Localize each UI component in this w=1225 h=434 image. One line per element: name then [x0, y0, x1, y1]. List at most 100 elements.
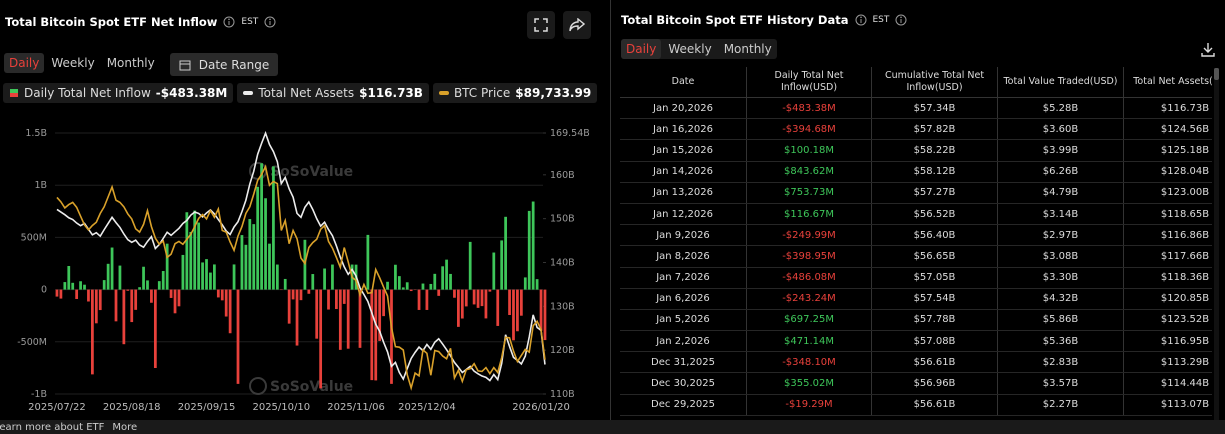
scroll-thumb[interactable] [1214, 68, 1219, 80]
table-cell: $3.60B [997, 118, 1124, 141]
footer-link[interactable]: Learn more about ETF [0, 421, 105, 433]
table-cell: $116.95B [1123, 330, 1212, 353]
tab[interactable]: Daily [4, 53, 45, 73]
table-cell: $57.34B [871, 97, 998, 120]
bar [468, 241, 472, 290]
y2-tick-label: 160B [550, 170, 575, 181]
info-icon[interactable] [264, 16, 276, 28]
table-cell: -$19.29M [746, 394, 872, 416]
watermark: SoSoValue [270, 379, 353, 395]
table-cell: $57.78B [871, 309, 998, 332]
table-cell: -$483.38M [746, 97, 872, 120]
share-button[interactable] [563, 11, 591, 39]
y-tick-label: 500M [21, 232, 47, 243]
legend-item[interactable]: Total Net Assets $116.73B [237, 83, 429, 103]
table-cell: $113.07B [1123, 394, 1212, 416]
legend-swatch [243, 91, 254, 95]
bar [94, 289, 98, 324]
tab[interactable]: Weekly [668, 42, 712, 56]
bar [504, 216, 507, 290]
y2-tick-label: 110B [550, 389, 575, 400]
legend-name: BTC Price [453, 86, 511, 100]
legend-value: -$483.38M [155, 86, 228, 100]
date-range-button[interactable]: Date Range [170, 53, 278, 76]
info-icon[interactable] [223, 16, 235, 28]
bar [519, 289, 523, 316]
table-row: Jan 15,2026 $100.18M $58.22B $3.99B $125.18B [620, 139, 1212, 162]
tab[interactable]: Weekly [51, 56, 95, 70]
bar [417, 289, 421, 310]
legend-swatch [438, 91, 449, 95]
bar [382, 289, 385, 317]
bar [59, 289, 63, 299]
bar [79, 281, 82, 290]
table-cell: $2.97B [997, 224, 1124, 247]
y-tick-label: -1B [31, 389, 47, 400]
bar [181, 254, 185, 290]
bar [205, 259, 208, 290]
table-cell: $58.22B [871, 139, 998, 162]
chart-title: Total Bitcoin Spot ETF Net Inflow [5, 15, 218, 29]
footer-more[interactable]: More [112, 421, 138, 433]
bar [177, 289, 181, 307]
table-cell: $3.99B [997, 139, 1124, 162]
table-cell: -$398.95M [746, 245, 872, 268]
bar [283, 278, 287, 290]
bar [512, 289, 515, 341]
legend-item[interactable]: Daily Total Net Inflow -$483.38M [3, 83, 234, 103]
bar [441, 266, 445, 290]
bar [161, 271, 165, 290]
info-icon[interactable] [855, 14, 867, 26]
bar [268, 243, 271, 290]
y2-tick-label: 120B [550, 345, 575, 356]
bar [232, 264, 236, 290]
bar [67, 266, 71, 290]
bar [484, 289, 488, 319]
table-row: Dec 31,2025 -$348.10M $56.61B $2.83B $113.29… [620, 351, 1212, 374]
bar [272, 166, 275, 290]
table-cell: $471.14M [746, 330, 872, 353]
bar [118, 265, 122, 290]
table-cell: $57.27B [871, 182, 998, 204]
info-icon[interactable] [895, 14, 907, 26]
bar [437, 289, 441, 296]
period-tabs: Daily Weekly Monthly [621, 39, 777, 59]
timezone: EST [872, 15, 890, 25]
table-cell: Jan 6,2026 [620, 288, 747, 310]
table-cell: Jan 20,2026 [620, 97, 747, 120]
y-tick-label: 0 [41, 285, 47, 296]
bar [134, 289, 138, 310]
bar [445, 259, 448, 290]
left-header: Total Bitcoin Spot ETF Net Inflow EST [5, 15, 276, 29]
bar [331, 264, 334, 290]
bar [342, 289, 346, 304]
table-row: Jan 14,2026 $843.62M $58.12B $6.26B $128.04B [620, 161, 1212, 183]
x-tick-label: 2025/09/15 [178, 402, 236, 413]
table-row: Jan 5,2026 $697.25M $57.78B $5.86B $123.52B [620, 309, 1212, 332]
bar [55, 289, 59, 297]
legend-name: Total Net Assets [258, 86, 355, 100]
table-cell: $118.65B [1123, 203, 1212, 226]
bar [110, 247, 114, 290]
bar [394, 264, 397, 290]
tab[interactable]: Monthly [723, 42, 772, 56]
column-header: Total Net Assets(USD) [1123, 67, 1212, 98]
y2-tick-label: 130B [550, 301, 575, 312]
table-cell: $3.30B [997, 267, 1124, 289]
x-tick-label: 2025/08/18 [103, 402, 161, 413]
x-tick-label: 2025/10/10 [252, 402, 310, 413]
legend-item[interactable]: BTC Price $89,733.99 [432, 83, 598, 103]
table-cell: $118.36B [1123, 267, 1212, 289]
table-cell: $5.86B [997, 309, 1124, 332]
y2-tick-label: 140B [550, 257, 575, 268]
bar [252, 224, 256, 290]
expand-button[interactable] [527, 11, 555, 39]
bar [370, 289, 374, 381]
bar [71, 282, 75, 290]
download-icon[interactable] [1200, 42, 1216, 58]
bar [287, 289, 291, 324]
tab[interactable]: Daily [621, 39, 662, 59]
tab[interactable]: Monthly [106, 56, 155, 70]
table-cell: $56.40B [871, 224, 998, 247]
